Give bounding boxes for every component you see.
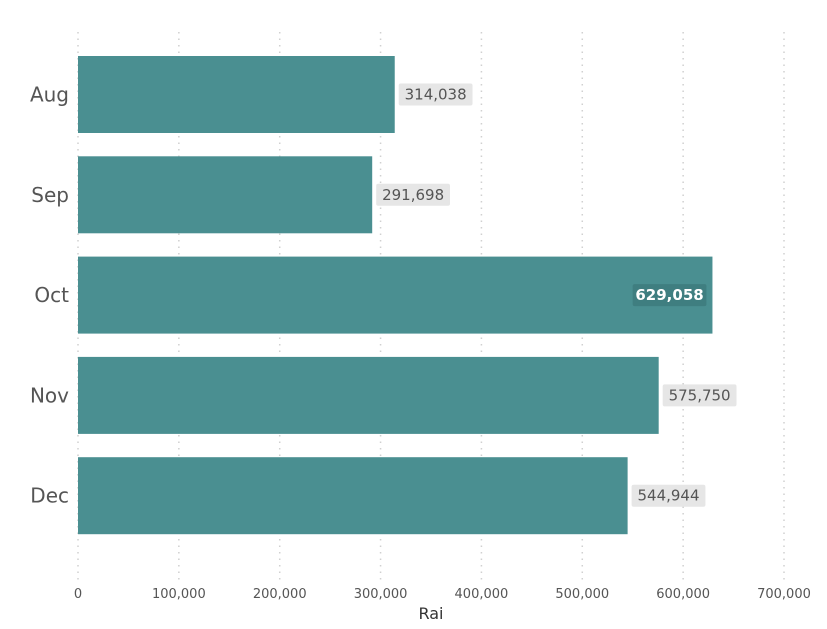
category-label: Aug: [30, 83, 69, 107]
data-label: 575,750: [669, 386, 731, 404]
x-tick-label: 0: [74, 587, 82, 602]
x-tick-label: 400,000: [455, 587, 509, 602]
bar: [78, 356, 659, 434]
data-label-background: [398, 83, 473, 106]
x-tick-label: 600,000: [656, 587, 710, 602]
category-label: Dec: [30, 484, 69, 508]
x-tick-label: 100,000: [152, 587, 206, 602]
data-label: 291,698: [382, 186, 444, 204]
bar: [78, 256, 713, 334]
data-label: 314,038: [405, 86, 467, 104]
data-label-background: [376, 183, 450, 206]
category-label: Sep: [31, 183, 69, 207]
data-label-background: [632, 284, 707, 307]
bar: [78, 457, 628, 535]
data-label: 544,944: [637, 487, 699, 505]
x-tick-labels: 0 100,000 200,000 300,000 400,000 500,000 600,…: [74, 587, 811, 602]
x-tick-label: 700,000: [757, 587, 811, 602]
data-label-background: [631, 484, 706, 507]
bars: [78, 56, 713, 535]
data-label: 629,058: [635, 286, 703, 304]
data-labels: 314,038 291,698 629,058 575,750 544,944: [376, 83, 737, 507]
bar: [78, 156, 373, 234]
category-label: Nov: [30, 383, 69, 407]
category-label: Oct: [34, 283, 69, 307]
x-tick-label: 300,000: [354, 587, 408, 602]
category-labels: Aug Sep Oct Nov Dec: [30, 83, 69, 508]
x-axis-title: Rai: [418, 604, 443, 623]
x-tick-label: 200,000: [253, 587, 307, 602]
bar: [78, 56, 395, 133]
x-tick-label: 500,000: [555, 587, 609, 602]
data-label-background: [662, 384, 737, 407]
